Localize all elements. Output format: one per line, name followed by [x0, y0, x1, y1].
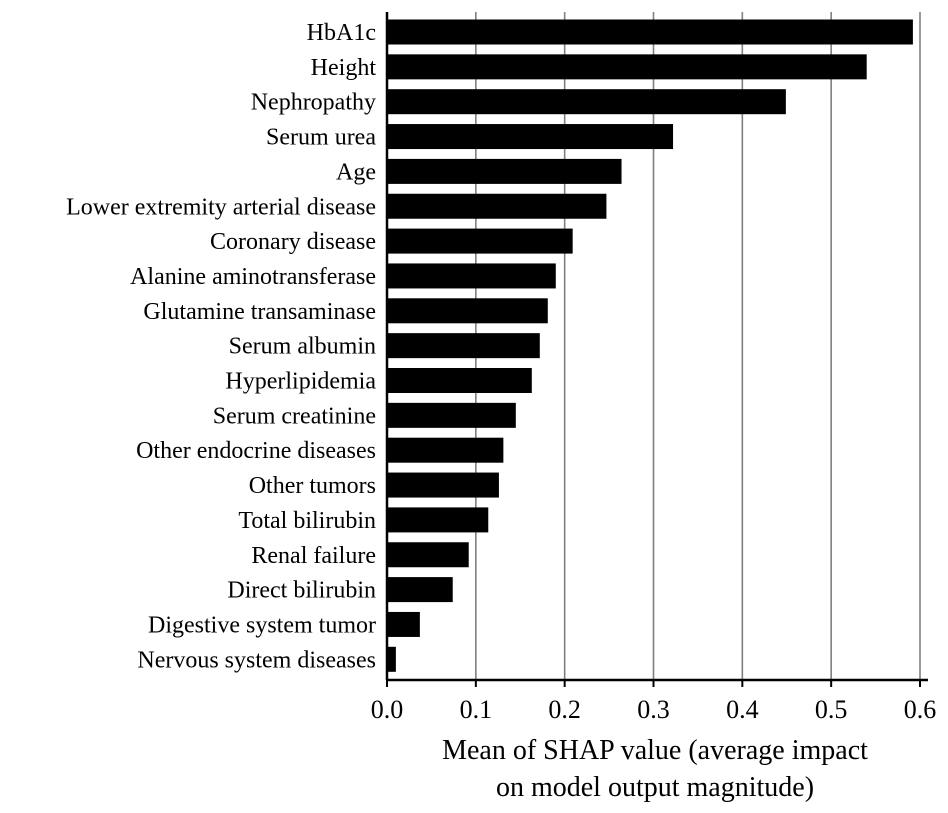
category-label: Renal failure	[251, 543, 376, 569]
x-tick-label: 0.6	[904, 695, 937, 724]
category-label: HbA1c	[307, 20, 376, 46]
category-label: Direct bilirubin	[227, 578, 376, 604]
category-label: Other endocrine diseases	[136, 438, 376, 464]
category-label: Nervous system diseases	[137, 647, 376, 673]
category-label: Serum creatinine	[213, 403, 376, 429]
category-label: Serum albumin	[229, 334, 376, 360]
category-label: Hyperlipidemia	[225, 369, 376, 395]
category-label: Alanine aminotransferase	[130, 264, 376, 290]
bars	[387, 19, 913, 672]
x-axis-title-line-2: on model output magnitude)	[496, 772, 814, 803]
bar	[387, 54, 867, 80]
category-label: Digestive system tumor	[148, 612, 376, 638]
x-axis-title-line-1: Mean of SHAP value (average impact	[442, 735, 868, 766]
category-label: Coronary disease	[210, 229, 376, 255]
x-tick-labels: 0.0 0.1 0.2 0.3 0.4 0.5 0.6	[371, 680, 937, 724]
category-label: Glutamine transaminase	[143, 299, 376, 325]
category-label: Serum urea	[266, 125, 376, 151]
category-label: Lower extremity arterial disease	[66, 194, 376, 220]
bar	[387, 89, 786, 115]
bar	[387, 158, 622, 184]
category-label: Height	[311, 55, 377, 81]
x-tick-label: 0.2	[548, 695, 581, 724]
bar	[387, 124, 674, 150]
bar	[387, 228, 573, 254]
bar	[387, 577, 453, 603]
x-tick-label: 0.3	[637, 695, 670, 724]
bar	[387, 507, 489, 533]
category-labels: HbA1c Height Nephropathy Serum urea Age Lower…	[66, 20, 376, 673]
bar	[387, 333, 540, 359]
category-label: Nephropathy	[251, 90, 376, 116]
category-label: Total bilirubin	[238, 508, 376, 534]
bar	[387, 368, 532, 393]
bar	[387, 542, 469, 568]
category-label: Age	[336, 159, 376, 185]
bar	[387, 646, 396, 672]
category-label: Other tumors	[249, 473, 376, 499]
bar	[387, 193, 607, 219]
bar	[387, 298, 548, 324]
x-tick-label: 0.1	[460, 695, 493, 724]
x-tick-label: 0.0	[371, 695, 404, 724]
bar	[387, 263, 556, 289]
bar	[387, 472, 499, 498]
x-tick-label: 0.5	[815, 695, 848, 724]
x-tick-label: 0.4	[726, 695, 759, 724]
bar	[387, 611, 420, 637]
bar	[387, 437, 504, 463]
bar	[387, 19, 913, 45]
bar	[387, 402, 516, 428]
gridlines	[475, 12, 921, 680]
